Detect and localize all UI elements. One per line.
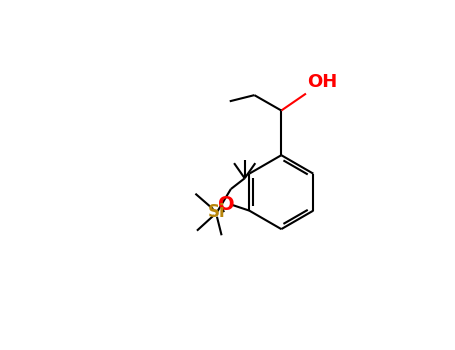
Text: O: O: [218, 195, 234, 214]
Text: OH: OH: [307, 73, 337, 91]
Text: Si: Si: [208, 203, 226, 221]
